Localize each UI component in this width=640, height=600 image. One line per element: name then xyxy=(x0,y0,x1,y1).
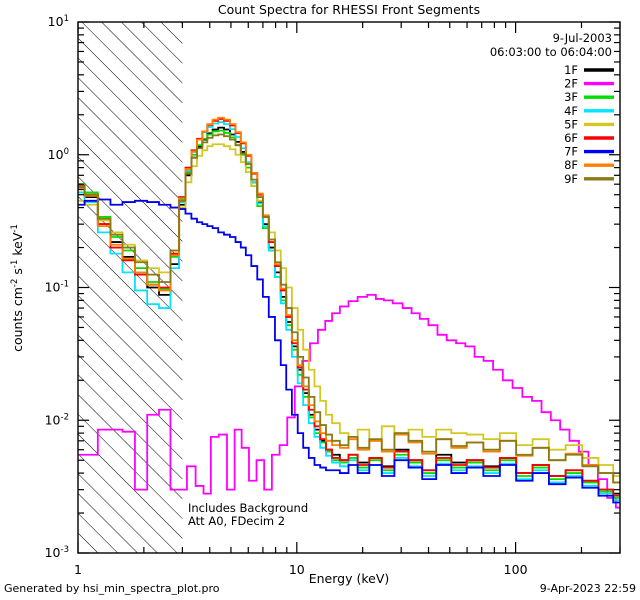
legend-label-7F: 7F xyxy=(564,145,578,159)
legend-label-6F: 6F xyxy=(564,131,578,145)
series-line-2F xyxy=(78,293,620,509)
legend-label-1F: 1F xyxy=(564,63,578,77)
series-line-6F xyxy=(78,118,620,497)
y-axis-label: counts cm-2 s-1 keV-1 xyxy=(10,224,25,352)
legend-label-5F: 5F xyxy=(564,117,578,131)
legend-label-4F: 4F xyxy=(564,104,578,118)
legend-label-3F: 3F xyxy=(564,90,578,104)
annotation-background: Includes Background xyxy=(188,501,308,515)
footer-timestamp: 9-Apr-2023 22:59 xyxy=(540,582,636,595)
observation-date: 9-Jul-2003 xyxy=(553,31,612,45)
y-tick-label: 10-3 xyxy=(45,545,69,560)
legend-label-8F: 8F xyxy=(564,158,578,172)
observation-time-range: 06:03:00 to 06:04:00 xyxy=(490,45,612,59)
ylabel-base: counts cm xyxy=(10,287,25,352)
footer-generator: Generated by hsi_min_spectra_plot.pro xyxy=(4,582,220,595)
x-axis-label: Energy (keV) xyxy=(309,571,390,586)
ylabel-sup3: -1 xyxy=(10,224,20,232)
ylabel-sup2: -1 xyxy=(10,260,20,268)
y-tick-label: 101 xyxy=(48,14,69,29)
axes-layer: 1 10 100 101 100 10-1 10-2 10-3 xyxy=(45,14,621,577)
legend-label-9F: 9F xyxy=(564,172,578,186)
series-line-9F xyxy=(78,133,620,484)
annotation-attenuator: Att A0, FDecim 2 xyxy=(188,514,285,528)
series-line-4F xyxy=(78,121,620,502)
ylabel-mid1: s xyxy=(10,268,25,279)
svg-text:counts cm-2 s-1 keV-1: counts cm-2 s-1 keV-1 xyxy=(10,224,25,352)
x-tick-label: 100 xyxy=(504,562,528,577)
series-line-5F xyxy=(78,143,620,477)
page-title: Count Spectra for RHESSI Front Segments xyxy=(218,2,480,17)
data-series-layer xyxy=(78,116,620,509)
x-tick-label: 1 xyxy=(74,562,82,577)
y-tick-label: 10-1 xyxy=(45,280,69,295)
legend-label-2F: 2F xyxy=(564,77,578,91)
x-tick-label: 10 xyxy=(289,562,305,577)
ylabel-sup1: -2 xyxy=(10,279,20,287)
ylabel-mid2: keV xyxy=(10,232,25,259)
series-line-3F xyxy=(78,129,620,499)
y-tick-label: 10-2 xyxy=(45,412,69,427)
y-tick-label: 100 xyxy=(48,147,69,162)
series-line-7F xyxy=(78,198,620,504)
